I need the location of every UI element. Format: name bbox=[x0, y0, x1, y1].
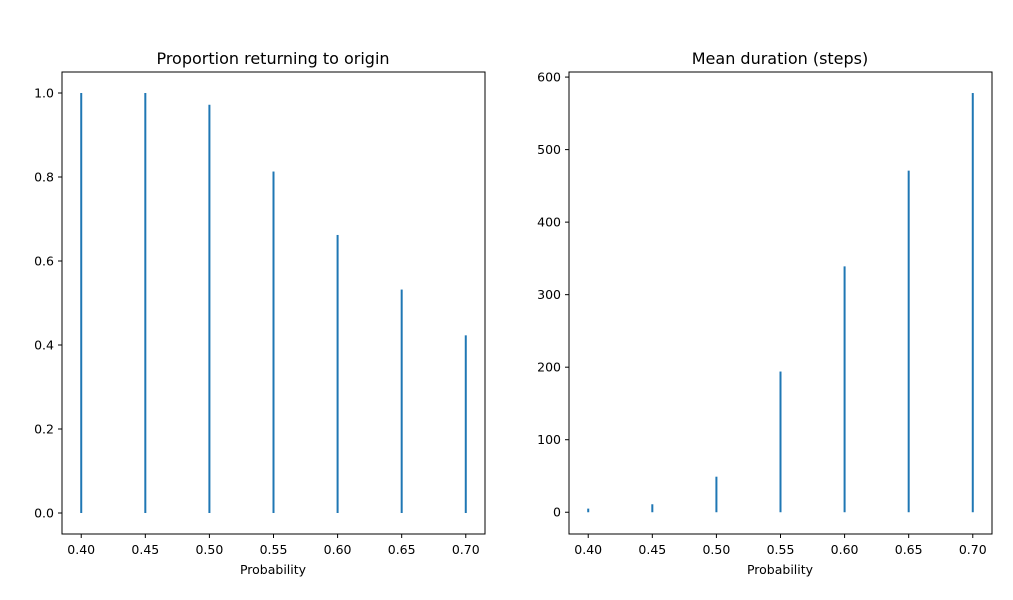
plot-frame bbox=[568, 71, 993, 535]
x-tick-label: 0.40 bbox=[574, 542, 602, 557]
x-tick-label: 0.45 bbox=[638, 542, 666, 557]
bar-0.55 bbox=[779, 371, 782, 513]
bar-0.55 bbox=[272, 171, 275, 514]
y-tick-label: 100 bbox=[537, 432, 561, 447]
y-tick-label: 500 bbox=[537, 142, 561, 157]
y-tick-label: 0.0 bbox=[34, 506, 54, 521]
chart-title: Proportion returning to origin bbox=[156, 49, 389, 68]
x-tick-label: 0.70 bbox=[959, 542, 987, 557]
bar-0.65 bbox=[400, 289, 403, 513]
bar-0.70 bbox=[464, 335, 467, 513]
bar-0.70 bbox=[971, 93, 974, 513]
chart-title: Mean duration (steps) bbox=[692, 49, 869, 68]
y-tick-label: 0.2 bbox=[34, 422, 54, 437]
y-tick-label: 600 bbox=[537, 70, 561, 85]
x-tick-label: 0.65 bbox=[388, 542, 416, 557]
y-tick-label: 200 bbox=[537, 360, 561, 375]
x-tick-label: 0.70 bbox=[452, 542, 480, 557]
bar-0.65 bbox=[907, 170, 910, 513]
x-tick-label: 0.40 bbox=[67, 542, 95, 557]
x-tick-label: 0.65 bbox=[895, 542, 923, 557]
bar-0.60 bbox=[336, 234, 339, 513]
y-tick-label: 300 bbox=[537, 287, 561, 302]
y-axis-ticks: 0.0 0.2 0.4 0.6 0.8 1.0 bbox=[34, 86, 62, 521]
x-tick-label: 0.50 bbox=[195, 542, 223, 557]
plot-frame bbox=[61, 71, 486, 535]
x-axis-ticks: 0.40 0.45 0.50 0.55 0.60 0.65 0.70 bbox=[67, 534, 480, 557]
x-tick-label: 0.55 bbox=[260, 542, 288, 557]
bar-0.50 bbox=[715, 476, 718, 513]
y-tick-label: 400 bbox=[537, 215, 561, 230]
x-axis-ticks: 0.40 0.45 0.50 0.55 0.60 0.65 0.70 bbox=[574, 534, 987, 557]
bar-0.45 bbox=[651, 504, 654, 513]
bar-0.50 bbox=[208, 104, 211, 513]
y-tick-label: 0.4 bbox=[34, 338, 54, 353]
y-tick-label: 1.0 bbox=[34, 86, 54, 101]
x-axis-label: Probability bbox=[747, 562, 814, 577]
bar-0.40 bbox=[80, 93, 83, 513]
bar-0.40 bbox=[587, 508, 590, 513]
y-axis-ticks: 0 100 200 300 400 500 600 bbox=[537, 70, 569, 520]
y-tick-label: 0 bbox=[553, 505, 561, 520]
x-tick-label: 0.60 bbox=[324, 542, 352, 557]
bar-group bbox=[587, 93, 974, 513]
y-tick-label: 0.8 bbox=[34, 170, 54, 185]
x-tick-label: 0.55 bbox=[767, 542, 795, 557]
y-tick-label: 0.6 bbox=[34, 254, 54, 269]
bar-0.60 bbox=[843, 266, 846, 513]
bar-group bbox=[80, 93, 467, 514]
x-tick-label: 0.50 bbox=[702, 542, 730, 557]
right-chart: Mean duration (steps) 0.40 0.45 0.50 0.55 0.… bbox=[537, 49, 993, 577]
left-chart: Proportion returning to origin 0.40 0.45 0… bbox=[34, 49, 486, 577]
bar-0.45 bbox=[144, 93, 147, 513]
x-axis-label: Probability bbox=[240, 562, 307, 577]
x-tick-label: 0.60 bbox=[831, 542, 859, 557]
x-tick-label: 0.45 bbox=[131, 542, 159, 557]
